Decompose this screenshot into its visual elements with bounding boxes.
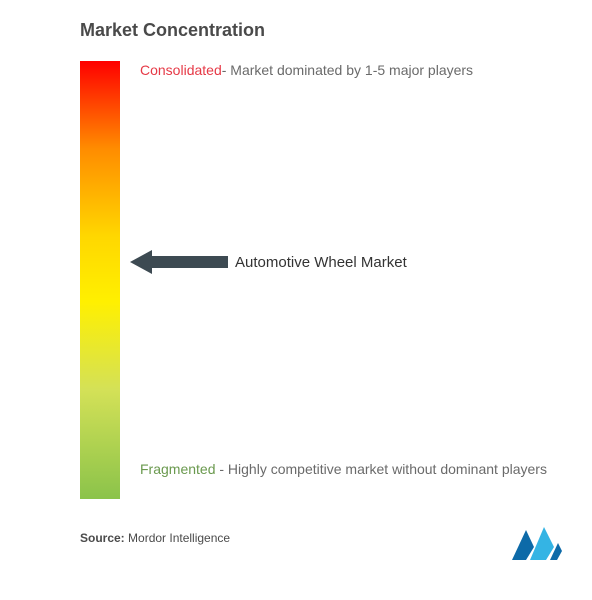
brand-logo-icon (512, 525, 562, 560)
consolidated-annotation: Consolidated- Market dominated by 1-5 ma… (140, 61, 572, 81)
source-attribution: Source: Mordor Intelligence (80, 531, 230, 545)
fragmented-desc: - Highly competitive market without domi… (215, 461, 546, 477)
page-title: Market Concentration (80, 20, 592, 41)
fragmented-label: Fragmented (140, 461, 215, 477)
consolidated-label: Consolidated (140, 62, 222, 78)
consolidated-desc: - Market dominated by 1-5 major players (222, 62, 473, 78)
arrow-left-icon (130, 248, 230, 276)
concentration-diagram: Consolidated- Market dominated by 1-5 ma… (0, 61, 592, 511)
market-name-label: Automotive Wheel Market (235, 254, 407, 271)
market-marker: Automotive Wheel Market (130, 248, 407, 276)
source-value: Mordor Intelligence (125, 531, 230, 545)
source-label: Source: (80, 531, 125, 545)
fragmented-annotation: Fragmented - Highly competitive market w… (140, 459, 572, 480)
concentration-gradient-bar (80, 61, 120, 499)
